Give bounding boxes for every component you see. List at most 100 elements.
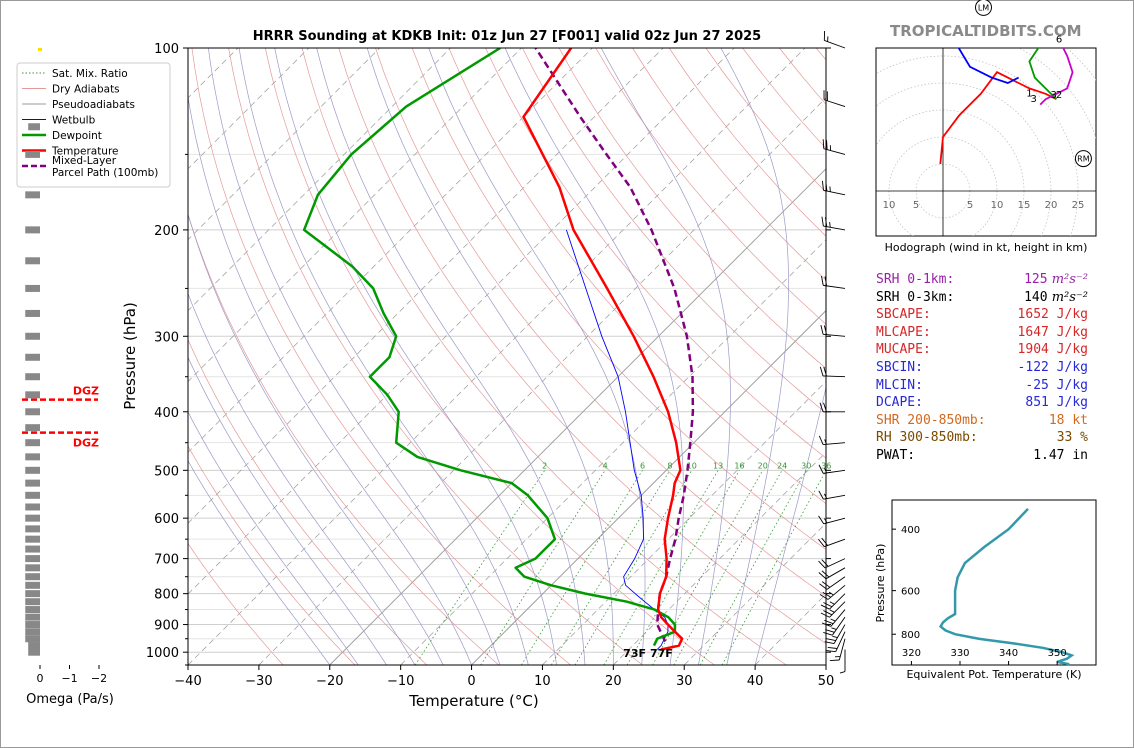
moist-adiabat-line: [188, 292, 416, 665]
y-tick-label: 400: [154, 406, 179, 421]
index-row: MLCAPE: 1647 J/kg: [876, 325, 1088, 341]
theta-e-x-tick-label: 320: [902, 648, 921, 659]
wind-barb: [820, 601, 846, 618]
profile-wetbulb-line: [565, 229, 669, 650]
wind-barb-flag: [820, 612, 830, 618]
mixing-ratio-label: 6: [640, 461, 645, 470]
wind-barb-flag: [826, 140, 828, 150]
wind-barb-flag: [829, 659, 840, 662]
dry-adiabat-line: [191, 48, 571, 665]
index-label: SBCIN:: [876, 360, 923, 375]
moist-adiabat-line: [720, 48, 789, 665]
wind-barb-flag: [831, 627, 837, 630]
wind-barb-shaft: [833, 624, 846, 644]
index-number: 1.47 in: [1033, 448, 1088, 463]
omega-bar: [25, 545, 40, 553]
surface-labels: 73F 77F: [623, 647, 673, 660]
y-tick-label: 1000: [146, 646, 179, 661]
wind-barb: [819, 402, 845, 413]
wind-barb-flag: [819, 402, 824, 412]
legend-item: Wetbulb: [22, 115, 96, 127]
index-value: 18 kt: [1049, 413, 1088, 428]
legend-label: Pseudoadiabats: [52, 99, 135, 111]
moist-adiabat-line: [754, 385, 826, 665]
wind-barb: [821, 216, 846, 231]
wind-barb-shaft: [823, 333, 846, 337]
wind-barb-flag: [818, 560, 826, 569]
index-value: -122 J/kg: [1018, 360, 1088, 375]
wind-barb-flag: [818, 464, 824, 474]
omega-bar: [25, 257, 40, 265]
index-number: 125: [1024, 272, 1048, 287]
moist-adiabat-line: [366, 48, 614, 665]
wind-barb-shaft: [823, 442, 846, 446]
wind-barb-flag: [821, 581, 831, 588]
omega-bar: [25, 598, 40, 606]
wind-barb-flag: [818, 435, 824, 445]
index-row: PWAT: 1.47 in: [876, 448, 1088, 464]
moist-adiabat-line: [504, 48, 684, 665]
wind-barb-flag: [824, 467, 828, 474]
omega-bar: [28, 123, 40, 131]
isotherm-line: [683, 522, 826, 665]
theta-e-ylabel: Pressure (hPa): [874, 544, 887, 623]
y-tick-label: 900: [154, 619, 179, 634]
wind-barb: [821, 609, 846, 627]
wind-barb-flag: [820, 604, 830, 610]
omega-bar: [25, 466, 40, 474]
mixing-ratio-line: [699, 470, 807, 665]
brand-watermark: TROPICALTIDBITS.COM: [890, 22, 1082, 40]
wind-barb-flag: [824, 619, 834, 625]
profile-temperature-line: [522, 48, 684, 651]
wind-barb-flag: [829, 601, 835, 605]
omega-axis-label: Omega (Pa/s): [26, 692, 114, 707]
index-row: MUCAPE: 1904 J/kg: [876, 342, 1088, 358]
mixing-ratio-label: 4: [603, 461, 608, 470]
dry-adiabat-line: [301, 48, 787, 665]
wind-barb-flag: [823, 632, 833, 636]
legend-box: [16, 62, 171, 188]
wind-barb-shaft: [829, 601, 846, 618]
wind-barb-shaft: [832, 616, 846, 636]
y-tick-label: 200: [154, 224, 179, 239]
dry-adiabat-line: [595, 48, 826, 325]
wind-barb-flag: [819, 366, 824, 377]
dry-adiabat-line: [411, 48, 826, 550]
legend-label-line: Wetbulb: [52, 115, 96, 127]
dry-adiabat-line: [375, 48, 826, 597]
hodograph-marker-label: LM: [978, 3, 989, 12]
wind-barb-shaft: [829, 593, 846, 610]
hodograph-tick-label: 20: [1045, 200, 1058, 211]
theta-e-x-tick-label: 340: [999, 648, 1018, 659]
hodograph-inner: [876, 48, 1096, 236]
wind-barb-flag: [824, 217, 828, 227]
chart-title: HRRR Sounding at KDKB Init: 01z Jun 27 […: [253, 29, 761, 44]
omega-bar: [25, 391, 40, 399]
omega-bar: [25, 373, 40, 381]
wind-barb-shaft: [823, 284, 846, 289]
index-label: SRH 0-1km:: [876, 272, 955, 287]
legend-label: Dewpoint: [52, 130, 102, 142]
mixing-ratio-line: [574, 470, 693, 665]
hodograph-trace: [1028, 48, 1058, 100]
dry-adiabat-line: [188, 338, 428, 665]
wind-barb-flag: [821, 622, 832, 627]
omega-panel: DGZ DGZ 0 −1 −2: [22, 48, 107, 685]
legend-item: Dry Adiabats: [22, 84, 120, 96]
wind-barb-shaft: [823, 517, 846, 525]
y-tick-label: 700: [154, 553, 179, 568]
theta-e-x-tick-label: 330: [950, 648, 969, 659]
y-tick-label: 300: [154, 330, 179, 345]
profile-mixed-layer-line: [534, 48, 695, 643]
theta-e-panel: 320 330 340 350 400 600 800: [891, 499, 1097, 666]
wind-barb-flag: [829, 222, 831, 228]
wind-barb-flag: [819, 594, 829, 600]
omega-bar: [25, 606, 40, 614]
isotherm-line: [542, 380, 826, 665]
wind-barb-flag: [830, 618, 836, 622]
index-label: MLCAPE:: [876, 324, 931, 340]
dry-adiabat-line: [338, 48, 826, 645]
mixing-ratio-label: 30: [801, 461, 811, 470]
x-tick-label: −40: [174, 674, 201, 689]
skewt-plot-border: [187, 47, 827, 666]
